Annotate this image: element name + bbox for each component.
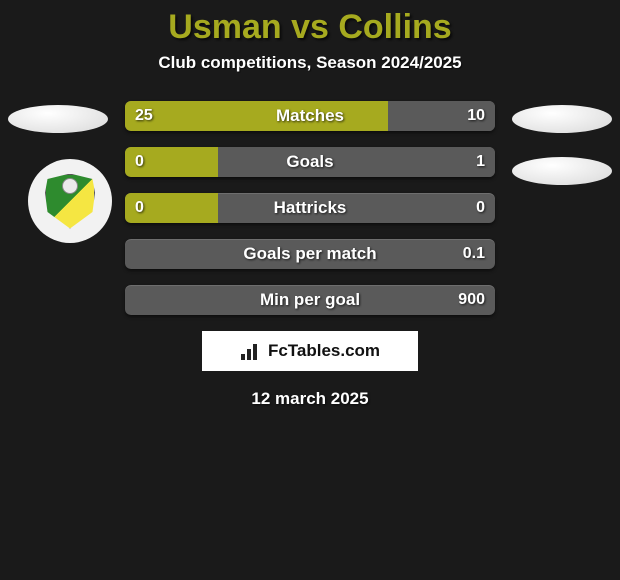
- title-text: Usman vs Collins: [168, 8, 451, 46]
- stat-row: Goals per match0.1: [125, 239, 495, 269]
- subtitle-text: Club competitions, Season 2024/2025: [158, 53, 461, 72]
- subtitle: Club competitions, Season 2024/2025: [0, 53, 620, 73]
- stat-label: Goals: [125, 147, 495, 177]
- stat-row: Hattricks0 0: [125, 193, 495, 223]
- date-text: 12 march 2025: [251, 389, 368, 408]
- club-badge-left: [28, 159, 112, 243]
- club-shield-icon: [45, 174, 95, 229]
- bars-chart-icon: [240, 342, 262, 360]
- flag-placeholder-right-1: [512, 105, 612, 133]
- flag-placeholder-left: [8, 105, 108, 133]
- flag-placeholder-right-2: [512, 157, 612, 185]
- stat-value-left: 25: [135, 101, 153, 131]
- stat-label: Goals per match: [125, 239, 495, 269]
- stat-row: Matches25 10: [125, 101, 495, 131]
- stat-bars: Matches2510Goals01Hattricks00Goals per m…: [125, 101, 495, 315]
- date-label: 12 march 2025: [0, 389, 620, 409]
- stat-value-right: 0: [476, 193, 485, 223]
- stat-row: Goals0 1: [125, 147, 495, 177]
- stat-value-right: 1: [476, 147, 485, 177]
- stat-value-right: 900: [458, 285, 485, 315]
- watermark-text: FcTables.com: [268, 341, 380, 361]
- stat-label: Matches: [125, 101, 495, 131]
- stat-value-left: 0: [135, 193, 144, 223]
- stat-value-right: 0.1: [463, 239, 485, 269]
- stat-value-left: 0: [135, 147, 144, 177]
- stat-label: Hattricks: [125, 193, 495, 223]
- comparison-content: Matches2510Goals01Hattricks00Goals per m…: [0, 101, 620, 409]
- page-title: Usman vs Collins: [0, 0, 620, 47]
- stat-value-right: 10: [467, 101, 485, 131]
- stat-label: Min per goal: [125, 285, 495, 315]
- stat-row: Min per goal900: [125, 285, 495, 315]
- watermark: FcTables.com: [202, 331, 418, 371]
